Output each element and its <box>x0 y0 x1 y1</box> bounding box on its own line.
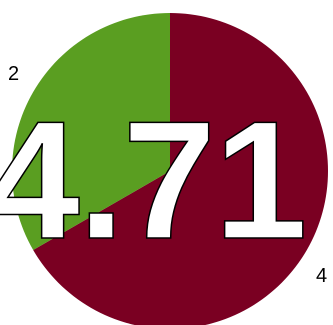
pie-slice-4 <box>33 13 329 325</box>
pie-slice-2 <box>12 13 171 250</box>
slice-label-2: 2 <box>8 63 19 85</box>
pie-slices <box>12 13 329 325</box>
center-value: 4.71 <box>0 86 305 274</box>
slice-label-4: 4 <box>316 265 327 287</box>
